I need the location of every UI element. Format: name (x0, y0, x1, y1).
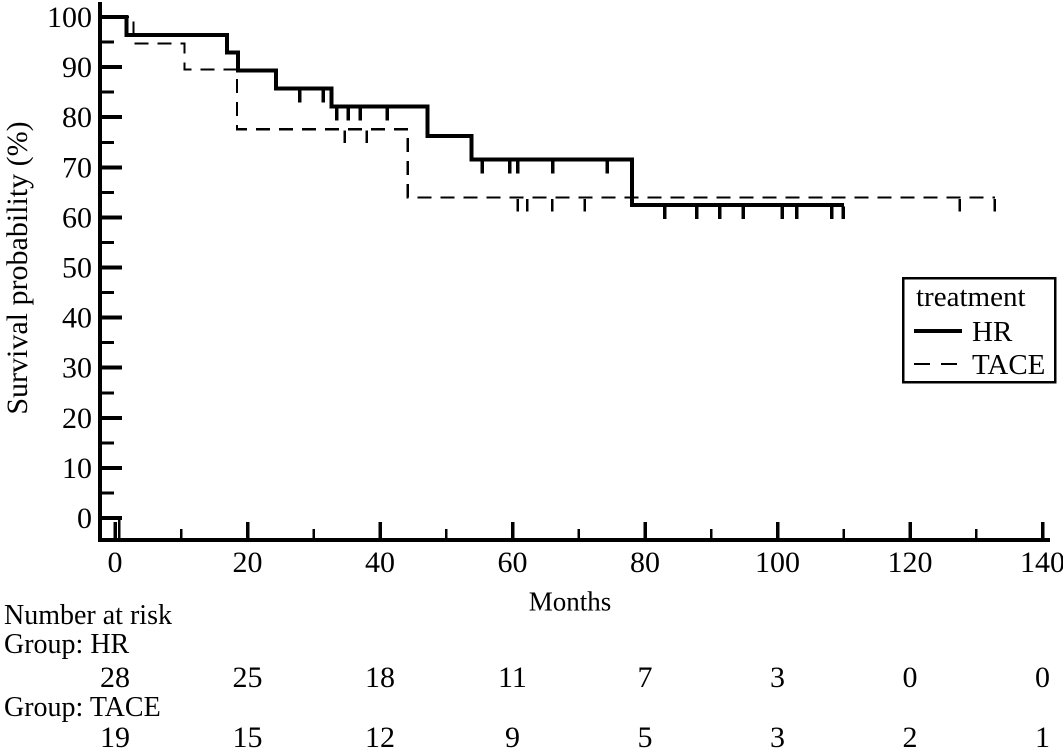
risk-group-label-hr: Group: HR (4, 629, 130, 660)
x-tick-label: 120 (888, 546, 933, 579)
risk-count-group-hr-0: 28 (100, 661, 130, 694)
y-tick-label: 10 (62, 452, 92, 485)
series-tace-curve (115, 15, 995, 199)
risk-count-group-tace-20: 15 (233, 721, 263, 754)
x-tick-label: 60 (498, 546, 528, 579)
x-tick-label: 140 (1020, 546, 1063, 579)
y-tick-label: 90 (62, 51, 92, 84)
y-tick-label: 30 (62, 352, 92, 385)
x-tick-label: 20 (233, 546, 263, 579)
y-axis-title: Survival probability (%) (1, 121, 34, 415)
y-tick-label: 40 (62, 302, 92, 335)
risk-count-group-tace-40: 12 (365, 721, 395, 754)
risk-count-group-hr-140: 0 (1035, 661, 1050, 694)
risk-group-label-tace: Group: TACE (4, 692, 161, 723)
x-tick-label: 0 (108, 546, 123, 579)
y-tick-label: 20 (62, 402, 92, 435)
legend-label-tace: TACE (972, 349, 1045, 381)
y-tick-label: 60 (62, 201, 92, 234)
y-tick-label: 50 (62, 252, 92, 285)
y-tick-label: 80 (62, 101, 92, 134)
risk-count-group-tace-140: 1 (1035, 721, 1050, 754)
risk-count-group-hr-80: 7 (638, 661, 653, 694)
risk-count-group-hr-40: 18 (365, 661, 395, 694)
legend-title: treatment (916, 281, 1026, 313)
risk-count-group-tace-60: 9 (505, 721, 520, 754)
risk-table-title: Number at risk (4, 600, 172, 631)
legend-box (901, 276, 1057, 384)
risk-count-group-tace-100: 3 (770, 721, 785, 754)
legend-label-hr: HR (972, 316, 1013, 348)
risk-count-group-tace-0: 19 (100, 721, 130, 754)
y-tick-label: 0 (77, 502, 92, 535)
risk-count-group-hr-100: 3 (770, 661, 785, 694)
risk-count-group-hr-60: 11 (498, 661, 527, 694)
series-hr-curve (115, 15, 844, 207)
risk-count-group-tace-80: 5 (638, 721, 653, 754)
risk-count-group-tace-120: 2 (903, 721, 918, 754)
x-axis-title: Months (528, 586, 612, 617)
x-tick-label: 40 (365, 546, 395, 579)
x-tick-label: 100 (755, 546, 800, 579)
x-tick-label: 80 (630, 546, 660, 579)
risk-count-group-hr-120: 0 (903, 661, 918, 694)
y-tick-label: 70 (62, 151, 92, 184)
y-tick-label: 100 (47, 1, 92, 34)
risk-count-group-hr-20: 25 (233, 661, 263, 694)
